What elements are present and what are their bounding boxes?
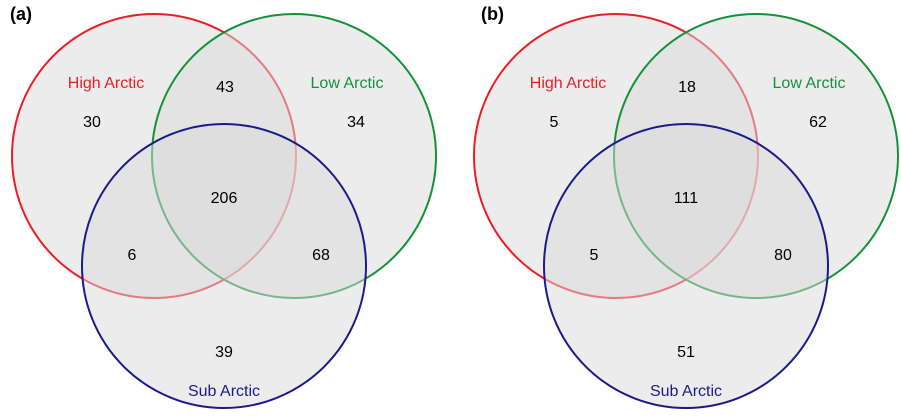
low-arctic-label-b: Low Arctic — [773, 75, 846, 92]
panel-b-label: (b) — [481, 4, 504, 24]
low-arctic-label-a: Low Arctic — [311, 75, 384, 92]
count-low-sub-b: 80 — [774, 247, 792, 264]
count-high-sub-b: 5 — [590, 247, 599, 264]
count-high-sub-a: 6 — [128, 247, 137, 264]
count-all-three-b: 111 — [674, 190, 698, 207]
sub-arctic-circle-b — [543, 123, 829, 409]
sub-arctic-circle-a — [81, 123, 367, 409]
count-low-only-a: 34 — [347, 114, 365, 131]
count-high-low-a: 43 — [216, 79, 234, 96]
high-arctic-label-a: High Arctic — [68, 75, 144, 92]
count-sub-only-a: 39 — [215, 344, 233, 361]
count-low-only-b: 62 — [809, 114, 827, 131]
count-high-only-a: 30 — [83, 114, 101, 131]
count-high-only-b: 5 — [550, 114, 559, 131]
count-sub-only-b: 51 — [677, 344, 695, 361]
sub-arctic-label-b: Sub Arctic — [650, 383, 722, 400]
panel-a-label: (a) — [10, 4, 32, 24]
count-high-low-b: 18 — [678, 79, 696, 96]
venn-panel-a: (a) High Arctic Low Arctic Sub Arctic 30… — [10, 4, 437, 409]
high-arctic-label-b: High Arctic — [530, 75, 606, 92]
venn-panel-b: (b) High Arctic Low Arctic Sub Arctic 5 … — [473, 4, 899, 409]
count-all-three-a: 206 — [211, 190, 238, 207]
sub-arctic-label-a: Sub Arctic — [188, 383, 260, 400]
count-low-sub-a: 68 — [312, 247, 330, 264]
